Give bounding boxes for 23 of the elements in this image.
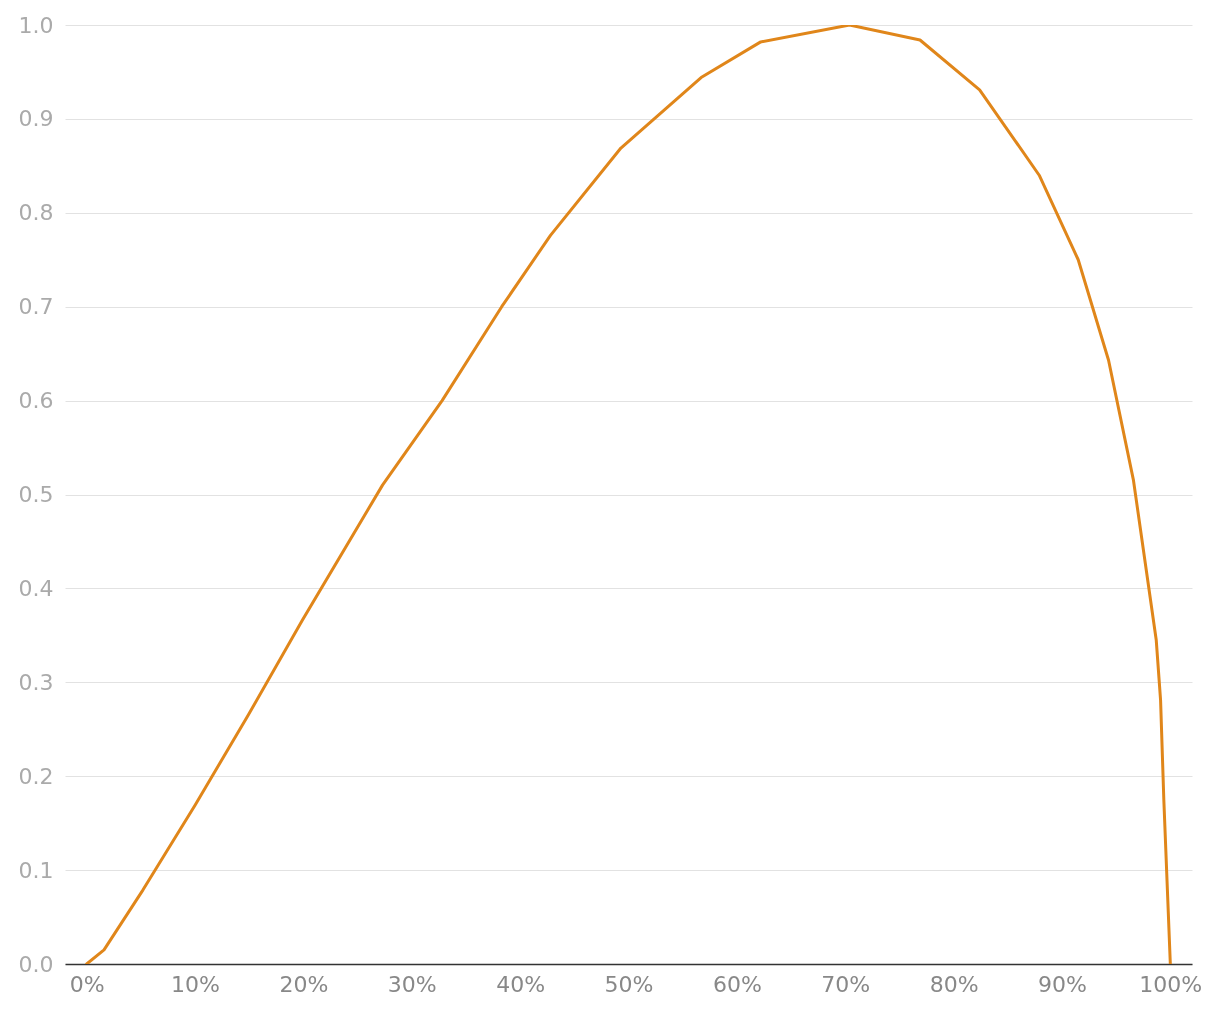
x-tick-label: 100%	[1139, 971, 1203, 997]
x-tick-label: 30%	[387, 971, 437, 997]
y-tick-label: 0.9	[18, 106, 54, 132]
x-tick-label: 20%	[279, 971, 329, 997]
x-tick-label: 50%	[604, 971, 654, 997]
y-tick-label: 0.0	[18, 951, 54, 977]
x-tick-label: 80%	[929, 971, 979, 997]
x-tick-label: 40%	[496, 971, 546, 997]
y-tick-label: 0.7	[18, 294, 54, 320]
x-tick-label: 60%	[712, 971, 762, 997]
y-tick-label: 0.4	[18, 575, 54, 601]
y-tick-label: 0.5	[18, 482, 54, 507]
line-series	[85, 25, 1172, 964]
y-tick-label: 0.3	[18, 669, 54, 695]
y-tick-label: 0.1	[18, 857, 54, 883]
x-tick-label: 0%	[69, 971, 105, 997]
y-tick-label: 0.8	[18, 200, 54, 226]
y-tick-label: 1.0	[18, 12, 54, 38]
x-tick-label: 10%	[171, 971, 220, 997]
y-tick-label: 0.2	[18, 763, 54, 789]
x-tick-label: 70%	[821, 971, 871, 997]
y-tick-label: 0.6	[18, 388, 54, 414]
x-tick-label: 90%	[1038, 971, 1087, 997]
